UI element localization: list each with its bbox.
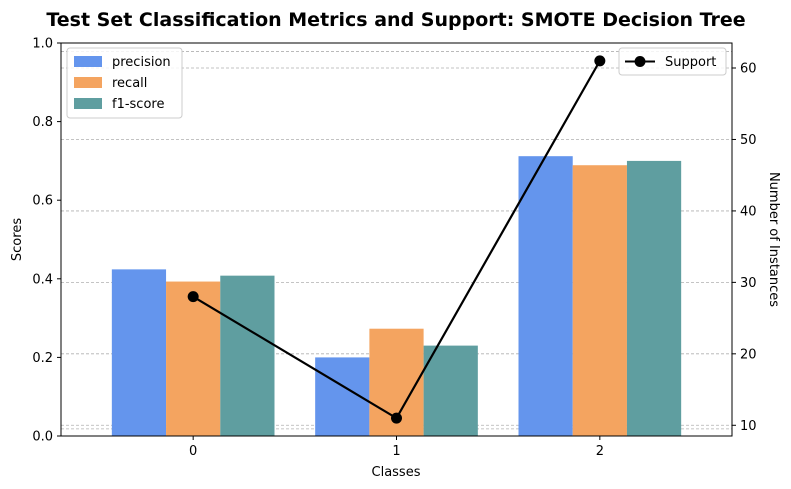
bar-f1-score-1 [423, 345, 478, 436]
y2-tick-label: 50 [740, 133, 757, 148]
chart-title: Test Set Classification Metrics and Supp… [46, 9, 745, 31]
bars [111, 156, 682, 436]
bar-recall-2 [572, 165, 627, 436]
x-tick-label: 1 [392, 444, 400, 459]
legend-label-precision: precision [112, 55, 171, 70]
x-tick-label: 2 [596, 444, 604, 459]
y-tick-label: 0.6 [32, 194, 53, 209]
legend-swatch-precision [74, 56, 102, 67]
x-axis-label: Classes [372, 465, 421, 480]
y2-tick-label: 30 [740, 276, 757, 291]
bar-precision-0 [111, 269, 167, 436]
legend-label-support: Support [665, 55, 716, 70]
support-point-2 [594, 55, 606, 67]
bar-f1-score-0 [220, 275, 275, 436]
legend-line-box [618, 47, 727, 76]
y-axis-label: Scores [10, 218, 25, 261]
bar-precision-2 [518, 156, 573, 436]
legend-label-f1-score: f1-score [112, 97, 164, 112]
y2-tick-label: 40 [740, 204, 757, 219]
y-tick-label: 0.0 [32, 430, 53, 445]
legend-swatch-recall [74, 77, 102, 88]
y2-tick-label: 10 [740, 419, 757, 434]
y-tick-label: 1.0 [32, 37, 53, 52]
legend-swatch-f1-score [74, 98, 102, 109]
legend-line: Support [618, 47, 727, 76]
bar-recall-0 [166, 281, 221, 436]
support-line [187, 55, 606, 424]
y2-tick-label: 20 [740, 347, 757, 362]
y-tick-label: 0.4 [32, 272, 53, 287]
support-point-1 [391, 412, 402, 424]
x-tick-label: 0 [189, 444, 197, 459]
x-axis: 0 1 2 [189, 436, 604, 459]
y2-axis-label: Number of Instances [766, 172, 781, 307]
y-axis-left: 0.0 0.2 0.4 0.6 0.8 1.0 [32, 37, 61, 445]
bar-f1-score-2 [626, 160, 682, 436]
y-tick-label: 0.2 [32, 351, 53, 366]
legend-line-marker [634, 56, 646, 67]
legend-label-recall: recall [112, 76, 147, 91]
legend-bars: precision recall f1-score [66, 47, 183, 119]
y-tick-label: 0.8 [32, 115, 53, 130]
y2-tick-label: 60 [740, 62, 757, 77]
y-axis-right: 10 20 30 40 50 60 [732, 62, 757, 434]
support-point-0 [187, 291, 199, 303]
